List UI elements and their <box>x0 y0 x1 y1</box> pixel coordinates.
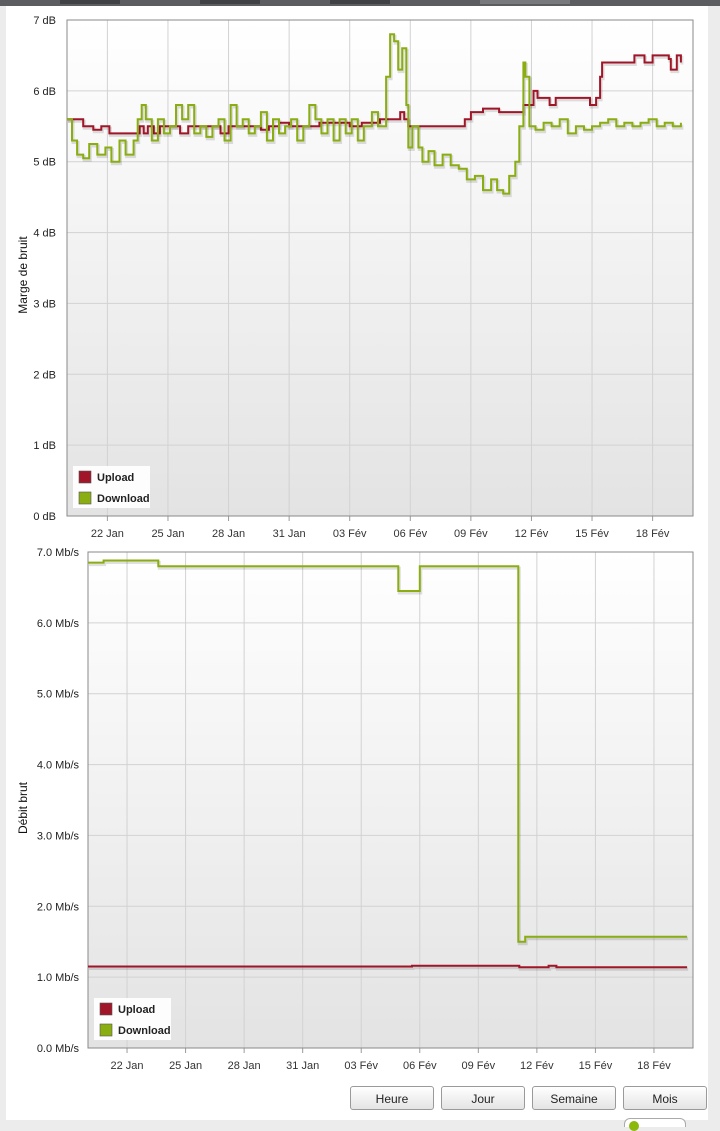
x-tick-label: 22 Jan <box>91 528 124 540</box>
series-shadow <box>89 561 689 946</box>
toolbar-tab[interactable] <box>200 0 260 4</box>
plot-area <box>67 20 693 516</box>
x-tick-label: 18 Fév <box>637 1060 671 1072</box>
x-tick-label: 31 Jan <box>286 1060 319 1072</box>
legend-swatch-download <box>99 1023 113 1037</box>
legend-swatch-download <box>78 491 92 505</box>
x-tick-label: 28 Jan <box>228 1060 261 1072</box>
plot-border <box>66 19 694 517</box>
period-day-button[interactable]: Jour <box>441 1086 525 1110</box>
period-week-button[interactable]: Semaine <box>532 1086 616 1110</box>
x-tick-label: 25 Jan <box>151 528 184 540</box>
y-tick-label: 0.0 Mb/s <box>37 1043 80 1055</box>
x-tick-label: 25 Jan <box>169 1060 202 1072</box>
status-dot-icon <box>629 1121 639 1131</box>
x-tick-label: 09 Fév <box>454 528 488 540</box>
y-tick-label: 5.0 Mb/s <box>37 689 80 701</box>
top-toolbar-strip <box>0 0 720 6</box>
y-tick-label: 0 dB <box>33 511 56 523</box>
legend-swatch-upload <box>99 1002 113 1016</box>
plot-area <box>88 552 693 1048</box>
y-tick-label: 7 dB <box>33 15 56 27</box>
series-line-download <box>67 33 682 195</box>
y-tick-label: 5 dB <box>33 157 56 169</box>
series-line-upload <box>88 964 688 969</box>
toolbar-tab[interactable] <box>60 0 120 4</box>
x-tick-label: 22 Jan <box>111 1060 144 1072</box>
legend-swatch-upload <box>78 470 92 484</box>
x-tick-label: 15 Fév <box>575 528 609 540</box>
legend-label-upload: Upload <box>97 472 134 484</box>
x-tick-label: 03 Fév <box>344 1060 378 1072</box>
y-tick-label: 6 dB <box>33 86 56 98</box>
y-tick-label: 2 dB <box>33 369 56 381</box>
series-line-download <box>88 559 688 943</box>
x-tick-label: 31 Jan <box>273 528 306 540</box>
legend-label-download: Download <box>97 493 150 505</box>
x-tick-label: 09 Fév <box>462 1060 496 1072</box>
x-tick-label: 03 Fév <box>333 528 367 540</box>
y-tick-label: 1 dB <box>33 440 56 452</box>
x-tick-label: 06 Fév <box>403 1060 437 1072</box>
y-tick-label: 4 dB <box>33 228 56 240</box>
period-month-button[interactable]: Mois <box>623 1086 707 1110</box>
x-tick-label: 28 Jan <box>212 528 245 540</box>
y-tick-label: 4.0 Mb/s <box>37 760 80 772</box>
legend-label-upload: Upload <box>118 1004 155 1016</box>
raw-rate-chart: 0.0 Mb/s 1.0 Mb/s 2.0 Mb/s 3.0 Mb/s 4.0 Mb/s… <box>16 547 694 1072</box>
x-tick-label: 06 Fév <box>393 528 427 540</box>
y-tick-label: 3.0 Mb/s <box>37 830 80 842</box>
y-tick-label: 3 dB <box>33 298 56 310</box>
status-badge <box>624 1118 686 1131</box>
y-axis-title: Débit brut <box>16 781 30 834</box>
plot-border <box>87 551 694 1049</box>
legend-label-download: Download <box>118 1025 171 1037</box>
y-tick-label: 2.0 Mb/s <box>37 901 80 913</box>
x-tick-label: 15 Fév <box>579 1060 613 1072</box>
y-tick-label: 1.0 Mb/s <box>37 972 80 984</box>
series-line-upload <box>67 54 682 135</box>
y-tick-label: 6.0 Mb/s <box>37 618 80 630</box>
noise-margin-chart: 0 dB 1 dB 2 dB 3 dB 4 dB 5 dB 6 dB 7 dB 22 Jan 25… <box>16 15 694 540</box>
x-tick-label: 18 Fév <box>636 528 670 540</box>
x-tick-label: 12 Fév <box>520 1060 554 1072</box>
toolbar-tab[interactable] <box>330 0 390 4</box>
period-hour-button[interactable]: Heure <box>350 1086 434 1110</box>
y-axis-title: Marge de bruit <box>16 236 30 314</box>
y-tick-label: 7.0 Mb/s <box>37 547 80 559</box>
toolbar-tab-active[interactable] <box>480 0 570 4</box>
x-tick-label: 12 Fév <box>515 528 549 540</box>
